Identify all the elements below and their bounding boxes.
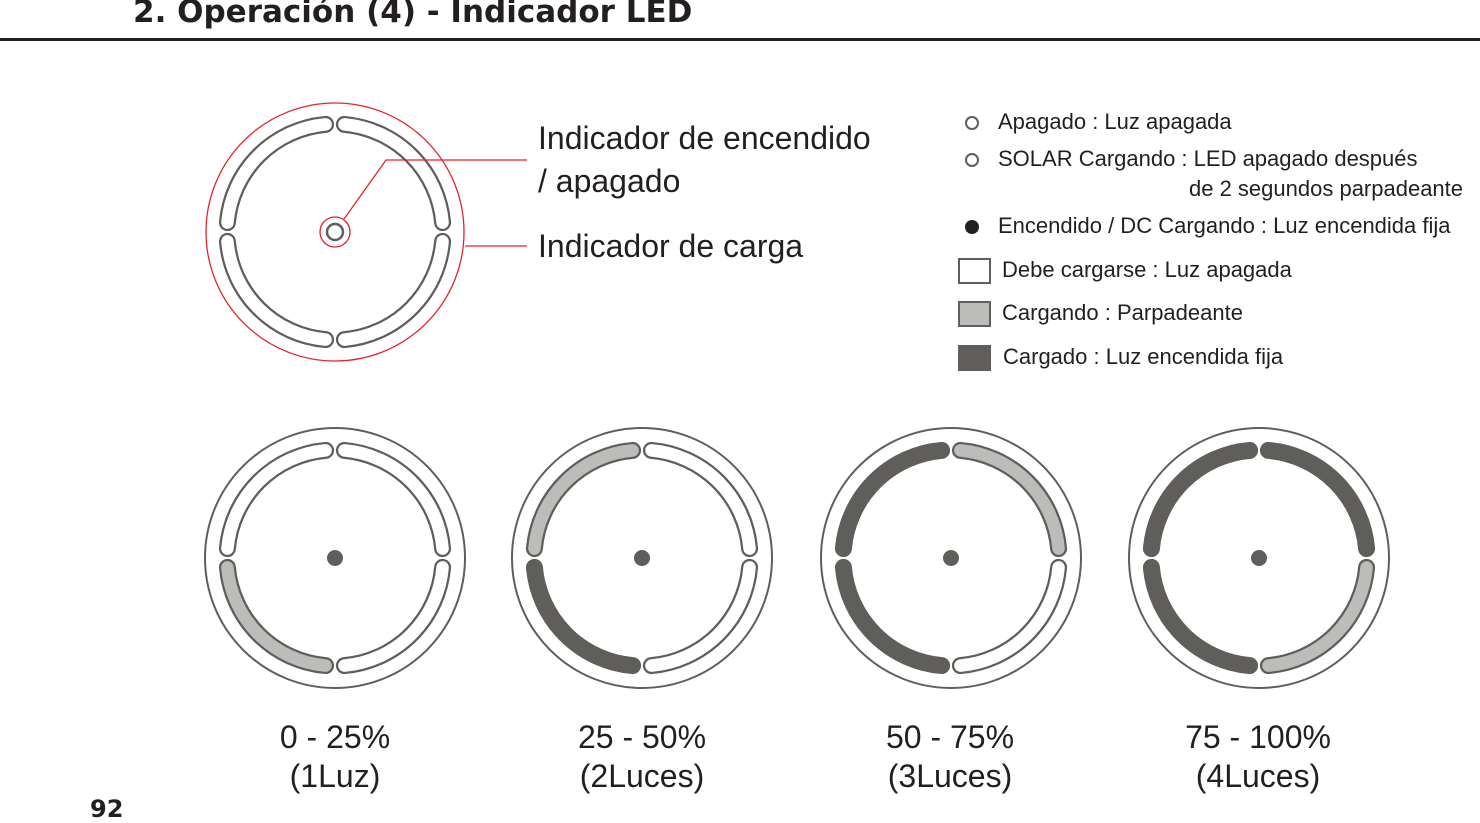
battery-ring-3 [820, 427, 1082, 689]
callout-power-line1: Indicador de encendido [538, 120, 871, 156]
battery-ring-4 [1128, 427, 1390, 689]
light-gray-square-icon [958, 301, 991, 327]
led-segment-bottom-left [834, 558, 951, 675]
level-range: 25 - 50% [577, 719, 707, 755]
led-segment-bottom-right [338, 561, 449, 672]
led-segment-top-right [338, 444, 449, 555]
level-range: 50 - 75% [885, 719, 1015, 755]
level-range: 75 - 100% [1185, 719, 1331, 755]
page-number: 92 [90, 795, 124, 823]
legend-solar-cont: de 2 segundos parpadeante [1189, 176, 1464, 201]
legend-off: Apagado : Luz apagada [998, 109, 1232, 134]
dark-gray-square-icon [958, 345, 991, 371]
led-segment-bottom-right [954, 561, 1065, 672]
power-on-dot-icon [1251, 550, 1267, 566]
filled-circle-icon [965, 220, 979, 234]
led-segment-bottom-left [1142, 558, 1259, 675]
battery-ring-2 [511, 427, 773, 689]
led-segment-bottom-right [645, 561, 756, 672]
battery-ring-1 [204, 427, 466, 689]
power-indicator-callout: Indicador de encendido / apagado [538, 117, 871, 203]
charge-indicator-highlight [205, 102, 465, 362]
power-on-dot-icon [943, 550, 959, 566]
led-segment-top-left [221, 118, 332, 229]
led-segment-bottom-left [221, 561, 332, 672]
level-label-3: 50 - 75% (3Luces) [800, 718, 1100, 796]
level-label-4: 75 - 100% (4Luces) [1108, 718, 1408, 796]
led-segment-top-left [834, 441, 951, 558]
hollow-circle-icon [965, 116, 979, 130]
level-lights: (2Luces) [579, 758, 705, 794]
led-segment-top-right [1259, 441, 1376, 558]
led-segment-top-left [221, 444, 332, 555]
power-indicator-highlight [319, 216, 351, 248]
callout-power-line2: / apagado [538, 163, 681, 199]
charge-indicator-callout: Indicador de carga [538, 228, 804, 264]
led-segment-top-right [645, 444, 756, 555]
level-lights: (4Luces) [1195, 758, 1321, 794]
legend-solar: SOLAR Cargando : LED apagado después [998, 146, 1418, 171]
led-segment-top-right [954, 444, 1065, 555]
title-divider [0, 38, 1480, 41]
led-segment-top-left [528, 444, 639, 555]
power-on-dot-icon [634, 550, 650, 566]
page-title: 2. Operación (4) - Indicador LED [133, 0, 693, 30]
level-range: 0 - 25% [279, 719, 391, 755]
led-segment-top-left [1142, 441, 1259, 558]
power-callout-line [343, 159, 527, 220]
power-on-dot-icon [327, 550, 343, 566]
hollow-circle-icon [965, 153, 979, 167]
empty-square-icon [958, 258, 991, 284]
legend-on: Encendido / DC Cargando : Luz encendida … [998, 213, 1451, 238]
level-label-1: 0 - 25% (1Luz) [185, 718, 485, 796]
led-segment-bottom-left [525, 558, 642, 675]
led-segment-bottom-right [338, 235, 449, 346]
legend-needs-charge: Debe cargarse : Luz apagada [1002, 257, 1292, 282]
level-label-2: 25 - 50% (2Luces) [492, 718, 792, 796]
led-segment-top-right [338, 118, 449, 229]
legend-charging: Cargando : Parpadeante [1002, 300, 1243, 325]
level-lights: (3Luces) [887, 758, 1013, 794]
level-lights: (1Luz) [289, 758, 381, 794]
led-segment-bottom-right [1262, 561, 1373, 672]
led-segment-bottom-left [221, 235, 332, 346]
power-button-icon [325, 222, 345, 242]
legend-charged: Cargado : Luz encendida fija [1003, 344, 1284, 369]
